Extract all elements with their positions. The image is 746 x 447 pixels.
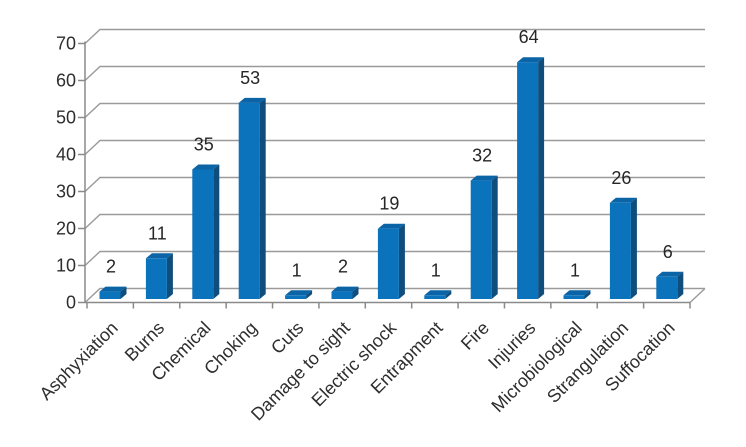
- value-label-electric-shock: 19: [379, 194, 399, 214]
- y-axis-tick-label: 60: [56, 71, 76, 91]
- floor-right-edge: [689, 287, 706, 304]
- bar-top-face: [145, 253, 173, 259]
- bar-front-face: [470, 180, 492, 299]
- bar-front-face: [238, 102, 260, 300]
- value-label-cuts: 1: [292, 260, 302, 280]
- bar-front-face: [99, 291, 121, 299]
- value-label-damage-to-sight: 2: [338, 257, 348, 277]
- y-axis-tick-label: 10: [56, 256, 76, 276]
- x-axis-label-asphyxiation: Asphyxiation: [36, 318, 122, 404]
- y-axis-tick-label: 0: [66, 293, 76, 313]
- bar-side-face: [213, 164, 220, 299]
- bar-side-face: [352, 286, 359, 299]
- bar-top-face: [331, 286, 359, 292]
- bar-top-face: [563, 290, 591, 296]
- bar-strangulation: [609, 197, 637, 299]
- bar-top-face: [424, 290, 452, 296]
- bar-side-face: [166, 253, 173, 299]
- bar-front-face: [331, 291, 353, 299]
- bar-front-face: [517, 62, 539, 300]
- bar-front-face: [424, 295, 446, 299]
- bar-top-face: [285, 290, 313, 296]
- value-label-injuries: 64: [519, 27, 539, 47]
- bar-side-face: [398, 223, 405, 299]
- value-label-entrapment: 1: [431, 260, 441, 280]
- bar-front-face: [377, 228, 399, 299]
- y-axis-tick-label: 30: [56, 182, 76, 202]
- value-label-microbiological: 1: [570, 260, 580, 280]
- bar-fire: [470, 175, 498, 299]
- gridline-40: [84, 139, 705, 156]
- bar-cuts: [285, 290, 313, 299]
- bar-chemical: [192, 164, 220, 299]
- value-label-suffocation: 6: [663, 242, 673, 262]
- bar-top-face: [470, 175, 498, 181]
- x-axis-label-cuts: Cuts: [267, 318, 307, 358]
- bar-microbiological: [563, 290, 591, 299]
- bar-top-face: [377, 223, 405, 229]
- gridline-60: [84, 65, 705, 82]
- x-axis-label-fire: Fire: [457, 318, 493, 354]
- gridline-50: [84, 102, 705, 119]
- value-label-strangulation: 26: [611, 168, 631, 188]
- bar-side-face: [259, 97, 266, 300]
- bar-front-face: [563, 295, 585, 299]
- value-label-asphyxiation: 2: [106, 257, 116, 277]
- bar-side-face: [491, 175, 498, 299]
- bar-side-face: [306, 290, 313, 299]
- value-label-chemical: 35: [194, 135, 214, 155]
- bar-choking: [238, 97, 266, 300]
- bar-side-face: [120, 286, 127, 299]
- y-axis-tick-label: 40: [56, 145, 76, 165]
- bar-electric-shock: [377, 223, 405, 299]
- axes: [78, 41, 691, 309]
- bar-front-face: [656, 276, 678, 299]
- bar-front-face: [285, 295, 307, 299]
- gridline-10: [84, 250, 705, 267]
- y-axis-tick-label: 70: [56, 34, 76, 54]
- value-label-choking: 53: [240, 68, 260, 88]
- bar-top-face: [656, 271, 684, 277]
- gridline-70: [84, 28, 705, 45]
- value-label-burns: 11: [148, 223, 167, 243]
- bar-front-face: [192, 169, 214, 299]
- bar-side-face: [445, 290, 452, 299]
- y-axis-labels: 0 10 20 30 40 50 60 70: [56, 34, 76, 313]
- bar-top-face: [517, 57, 545, 63]
- bar-top-face: [192, 164, 220, 170]
- value-labels: 2 11 35 53 1 2 19 1 32 64 1 26 6: [106, 27, 673, 280]
- bar-damage-to-sight: [331, 286, 359, 299]
- bars: [99, 57, 684, 300]
- bar-front-face: [609, 202, 631, 299]
- bar-top-face: [99, 286, 127, 292]
- bar-suffocation: [656, 271, 684, 299]
- y-axis-tick-label: 50: [56, 108, 76, 128]
- gridlines: [84, 28, 706, 304]
- bar-side-face: [677, 271, 684, 299]
- bar-side-face: [630, 197, 637, 299]
- bar-front-face: [145, 258, 167, 299]
- gridline-0: [84, 287, 705, 304]
- bar-top-face: [609, 197, 637, 203]
- bar-side-face: [584, 290, 591, 299]
- bar-injuries: [517, 57, 545, 300]
- bar-top-face: [238, 97, 266, 103]
- bar-burns: [145, 253, 173, 299]
- y-axis-tick-label: 20: [56, 219, 76, 239]
- gridline-20: [84, 213, 705, 230]
- value-label-fire: 32: [472, 146, 492, 166]
- bar-asphyxiation: [99, 286, 127, 299]
- bar-entrapment: [424, 290, 452, 299]
- gridline-30: [84, 176, 705, 193]
- bar-side-face: [538, 57, 545, 300]
